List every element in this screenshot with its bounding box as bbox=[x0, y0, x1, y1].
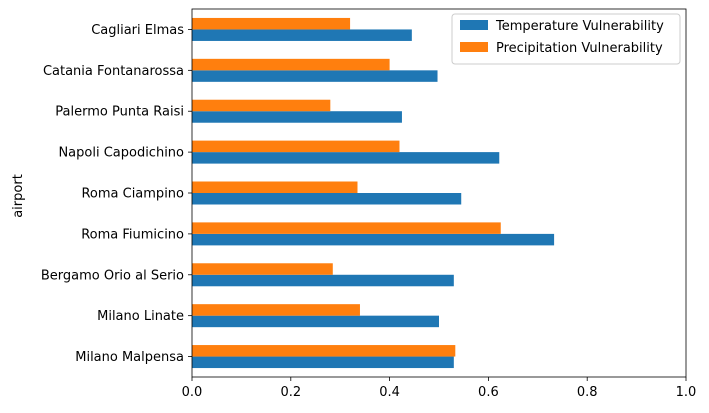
bar-temperature-vulnerability-cagliari-elmas bbox=[192, 29, 412, 41]
x-tick-label: 0.8 bbox=[577, 385, 598, 400]
bar-temperature-vulnerability-napoli-capodichino bbox=[192, 152, 500, 164]
bar-temperature-vulnerability-roma-ciampino bbox=[192, 193, 462, 205]
bar-precipitation-vulnerability-bergamo-orio-al-serio bbox=[192, 263, 333, 275]
x-tick-label: 1.0 bbox=[676, 385, 697, 400]
bar-precipitation-vulnerability-roma-ciampino bbox=[192, 181, 358, 193]
y-tick-label: Roma Fiumicino bbox=[81, 227, 184, 242]
bar-precipitation-vulnerability-catania-fontanarossa bbox=[192, 58, 390, 71]
legend-label-precipitation-vulnerability: Precipitation Vulnerability bbox=[496, 41, 663, 56]
x-tick-label: 0.0 bbox=[182, 385, 203, 400]
x-tick-label: 0.4 bbox=[379, 385, 400, 400]
bar-precipitation-vulnerability-palermo-punta-raisi bbox=[192, 99, 331, 112]
y-axis-label: airport bbox=[11, 174, 26, 218]
axes-layer: Milano Malpensa Milano Linate Bergamo Orio… bbox=[41, 8, 697, 400]
bar-temperature-vulnerability-roma-fiumicino bbox=[192, 233, 555, 246]
bar-temperature-vulnerability-bergamo-orio-al-serio bbox=[192, 274, 454, 287]
legend-swatch-temperature-vulnerability bbox=[460, 20, 488, 30]
legend-box bbox=[451, 13, 681, 65]
bar-precipitation-vulnerability-milano-malpensa bbox=[192, 345, 456, 357]
plot-frame bbox=[191, 8, 687, 378]
y-tick-label: Bergamo Orio al Serio bbox=[41, 268, 184, 283]
y-tick-label: Milano Malpensa bbox=[75, 350, 184, 365]
bar-temperature-vulnerability-palermo-punta-raisi bbox=[192, 111, 402, 123]
y-tick-label: Roma Ciampino bbox=[81, 187, 184, 202]
y-tick-label: Napoli Capodichino bbox=[58, 146, 184, 161]
x-tick-label: 0.6 bbox=[478, 385, 499, 400]
bar-precipitation-vulnerability-napoli-capodichino bbox=[192, 140, 400, 153]
bar-temperature-vulnerability-milano-linate bbox=[192, 315, 439, 328]
legend-swatch-precipitation-vulnerability bbox=[460, 42, 488, 52]
y-tick-label: Milano Linate bbox=[97, 309, 184, 324]
legend-label-temperature-vulnerability: Temperature Vulnerability bbox=[495, 19, 664, 34]
y-tick-label: Cagliari Elmas bbox=[91, 23, 184, 38]
x-tick-label: 0.2 bbox=[280, 385, 301, 400]
legend: Temperature Vulnerability Precipitation V… bbox=[451, 13, 681, 65]
bar-temperature-vulnerability-catania-fontanarossa bbox=[192, 70, 438, 82]
bar-precipitation-vulnerability-roma-fiumicino bbox=[192, 222, 501, 234]
bar-temperature-vulnerability-milano-malpensa bbox=[192, 356, 454, 369]
bar-precipitation-vulnerability-cagliari-elmas bbox=[192, 17, 351, 30]
y-tick-label: Catania Fontanarossa bbox=[43, 64, 184, 79]
bar-precipitation-vulnerability-milano-linate bbox=[192, 304, 360, 316]
bars-layer bbox=[192, 17, 555, 369]
y-tick-label: Palermo Punta Raisi bbox=[55, 105, 184, 120]
